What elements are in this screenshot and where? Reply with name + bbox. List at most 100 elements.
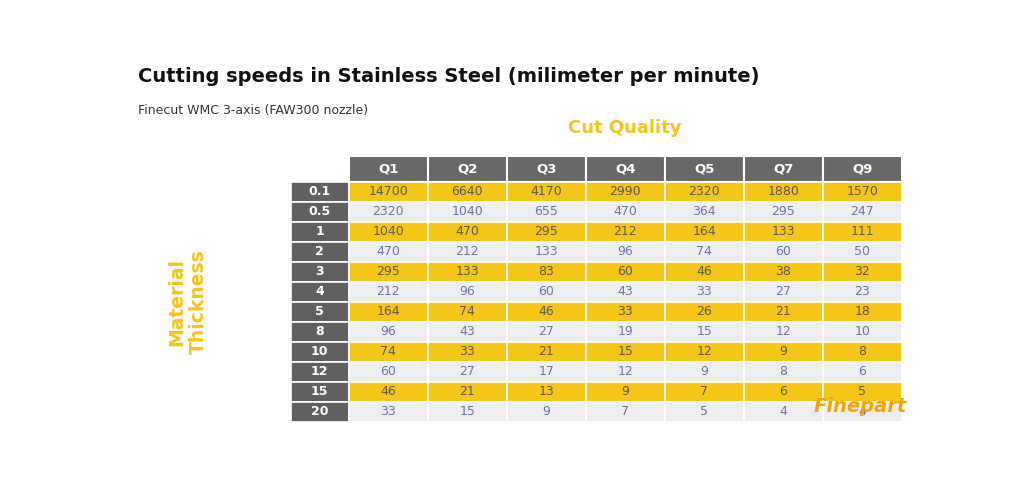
Text: 295: 295 (535, 225, 558, 238)
Text: 1040: 1040 (452, 205, 483, 218)
FancyBboxPatch shape (291, 402, 349, 421)
Text: 96: 96 (617, 245, 633, 258)
Text: Q4: Q4 (615, 162, 636, 175)
Text: Q5: Q5 (694, 162, 715, 175)
FancyBboxPatch shape (586, 301, 665, 322)
FancyBboxPatch shape (349, 282, 428, 301)
Text: Q1: Q1 (378, 162, 398, 175)
Text: 27: 27 (460, 365, 475, 378)
Text: 18: 18 (854, 305, 870, 318)
Text: 13: 13 (539, 385, 554, 398)
FancyBboxPatch shape (665, 262, 743, 282)
FancyBboxPatch shape (586, 361, 665, 382)
FancyBboxPatch shape (743, 241, 822, 262)
Text: 10: 10 (854, 325, 870, 338)
Text: 470: 470 (376, 245, 400, 258)
FancyBboxPatch shape (586, 241, 665, 262)
Text: 14700: 14700 (369, 185, 409, 198)
FancyBboxPatch shape (743, 361, 822, 382)
FancyBboxPatch shape (291, 222, 349, 241)
FancyBboxPatch shape (586, 262, 665, 282)
Text: 212: 212 (377, 285, 400, 298)
Text: Finecut WMC 3-axis (FAW300 nozzle): Finecut WMC 3-axis (FAW300 nozzle) (137, 104, 368, 117)
FancyBboxPatch shape (291, 322, 349, 342)
Text: 96: 96 (460, 285, 475, 298)
Text: 12: 12 (311, 365, 329, 378)
FancyBboxPatch shape (428, 156, 507, 181)
FancyBboxPatch shape (507, 361, 586, 382)
FancyBboxPatch shape (349, 361, 428, 382)
FancyBboxPatch shape (743, 301, 822, 322)
FancyBboxPatch shape (349, 202, 428, 222)
FancyBboxPatch shape (507, 222, 586, 241)
Text: 8: 8 (858, 345, 866, 358)
FancyBboxPatch shape (428, 202, 507, 222)
FancyBboxPatch shape (291, 156, 349, 181)
FancyBboxPatch shape (822, 222, 902, 241)
Text: 655: 655 (535, 205, 558, 218)
Text: 60: 60 (775, 245, 792, 258)
Text: 9: 9 (700, 365, 709, 378)
Text: 9: 9 (543, 405, 550, 418)
Text: 12: 12 (696, 345, 712, 358)
FancyBboxPatch shape (665, 382, 743, 402)
FancyBboxPatch shape (586, 282, 665, 301)
FancyBboxPatch shape (291, 301, 349, 322)
Text: 0.5: 0.5 (308, 205, 331, 218)
Text: 21: 21 (460, 385, 475, 398)
Text: 1: 1 (315, 225, 324, 238)
FancyBboxPatch shape (586, 402, 665, 421)
Text: 2990: 2990 (609, 185, 641, 198)
FancyBboxPatch shape (822, 282, 902, 301)
Text: 60: 60 (539, 285, 554, 298)
Text: 27: 27 (539, 325, 554, 338)
Text: 74: 74 (380, 345, 396, 358)
Text: Q9: Q9 (852, 162, 872, 175)
Text: 46: 46 (696, 265, 712, 278)
FancyBboxPatch shape (428, 241, 507, 262)
Text: 17: 17 (539, 365, 554, 378)
FancyBboxPatch shape (665, 181, 743, 202)
Text: Q3: Q3 (536, 162, 556, 175)
FancyBboxPatch shape (665, 156, 743, 181)
Text: 19: 19 (617, 325, 633, 338)
Text: 212: 212 (456, 245, 479, 258)
FancyBboxPatch shape (428, 181, 507, 202)
FancyBboxPatch shape (349, 181, 428, 202)
FancyBboxPatch shape (507, 262, 586, 282)
FancyBboxPatch shape (507, 156, 586, 181)
FancyBboxPatch shape (743, 202, 822, 222)
Text: 43: 43 (460, 325, 475, 338)
Text: 15: 15 (311, 385, 329, 398)
FancyBboxPatch shape (743, 181, 822, 202)
Text: 4: 4 (779, 405, 787, 418)
FancyBboxPatch shape (822, 382, 902, 402)
Text: 6: 6 (858, 365, 866, 378)
FancyBboxPatch shape (291, 241, 349, 262)
FancyBboxPatch shape (349, 262, 428, 282)
FancyBboxPatch shape (665, 322, 743, 342)
Text: 133: 133 (456, 265, 479, 278)
Text: 96: 96 (380, 325, 396, 338)
FancyBboxPatch shape (586, 202, 665, 222)
Text: 164: 164 (377, 305, 400, 318)
FancyBboxPatch shape (586, 156, 665, 181)
Text: 21: 21 (775, 305, 792, 318)
Text: 46: 46 (380, 385, 396, 398)
FancyBboxPatch shape (586, 342, 665, 361)
Text: 15: 15 (696, 325, 712, 338)
Text: 133: 133 (535, 245, 558, 258)
FancyBboxPatch shape (507, 301, 586, 322)
FancyBboxPatch shape (586, 322, 665, 342)
Text: 20: 20 (311, 405, 329, 418)
Text: 295: 295 (771, 205, 795, 218)
Text: 33: 33 (460, 345, 475, 358)
Text: 50: 50 (854, 245, 870, 258)
Text: 12: 12 (617, 365, 633, 378)
FancyBboxPatch shape (507, 241, 586, 262)
FancyBboxPatch shape (743, 156, 822, 181)
Text: 2320: 2320 (373, 205, 404, 218)
FancyBboxPatch shape (428, 222, 507, 241)
Text: 364: 364 (692, 205, 716, 218)
FancyBboxPatch shape (349, 402, 428, 421)
